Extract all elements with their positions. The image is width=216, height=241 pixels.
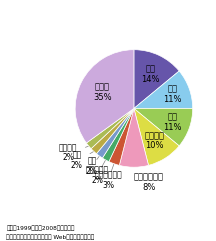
Text: 日本
14%: 日本 14% [141,64,159,84]
Text: 米国
11%: 米国 11% [163,85,182,104]
Text: オランダ
10%: オランダ 10% [144,131,164,150]
Wedge shape [102,108,134,162]
Text: 韓国
2%: 韓国 2% [86,157,98,176]
Wedge shape [134,108,179,165]
Text: ケイマン諸島
3%: ケイマン諸島 3% [94,171,122,190]
Wedge shape [119,108,149,167]
Text: 資料：日本アセアンセンター Webサイトから作成。: 資料：日本アセアンセンター Webサイトから作成。 [6,234,95,240]
Text: その他
35%: その他 35% [93,83,112,102]
Wedge shape [134,71,193,108]
Text: フランス
2%: フランス 2% [59,143,78,162]
Wedge shape [91,108,134,154]
Text: 備考：1999年から2008年の累積。: 備考：1999年から2008年の累積。 [6,225,75,231]
Text: 英国
11%: 英国 11% [163,113,182,132]
Text: 台湾
2%: 台湾 2% [71,150,83,170]
Wedge shape [75,50,134,143]
Text: マレーシア
2%: マレーシア 2% [86,166,109,185]
Wedge shape [97,108,134,158]
Wedge shape [109,108,134,165]
Wedge shape [134,50,179,108]
Text: シンガポール
8%: シンガポール 8% [134,172,164,192]
Wedge shape [86,108,134,149]
Wedge shape [134,108,193,146]
